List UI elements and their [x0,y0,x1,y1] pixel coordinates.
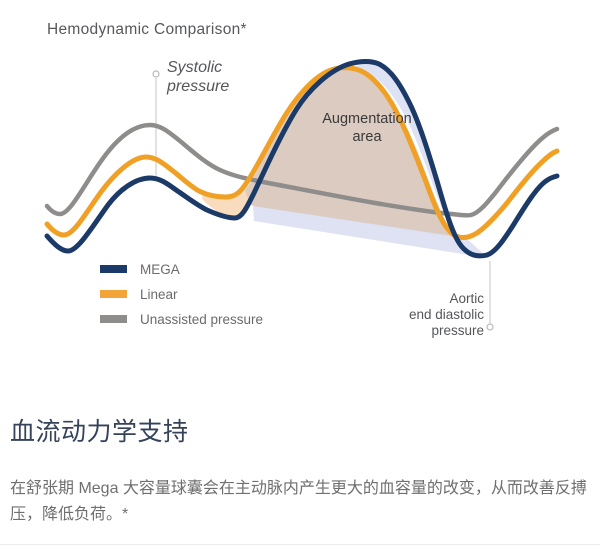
systolic-label-line1: Systolic [167,59,223,76]
hemodynamic-chart: Hemodynamic Comparison* Systolic pressur… [44,21,560,340]
augmentation-area-label: Augmentation area [307,110,427,146]
augmentation-area-fill [233,67,466,240]
linear-swatch [100,290,127,298]
legend: MEGA Linear Unassisted pressure [100,262,263,340]
unassisted-swatch [100,315,127,323]
chart-title: Hemodynamic Comparison* [47,21,247,38]
aortic-label-line1: Aortic [449,291,484,306]
systolic-callout-dot [152,70,160,78]
bottom-divider [0,544,600,545]
linear-curve [44,65,560,240]
aortic-label-line3: pressure [431,323,484,338]
augmentation-label-line1: Augmentation [322,111,412,127]
mega-swatch [100,265,127,273]
aortic-label-line2: end diastolic [408,307,484,322]
legend-row-linear: Linear [100,287,263,302]
linear-legend-label: Linear [140,286,178,302]
band-fill [253,206,488,258]
mega-legend-label: MEGA [140,261,180,277]
systolic-pressure-label: Systolic pressure [167,58,229,96]
legend-row-mega: MEGA [100,262,263,277]
aortic-callout-dot [486,323,494,331]
legend-row-unassisted: Unassisted pressure [100,312,263,327]
unassisted-curve [44,122,560,218]
augmentation-label-line2: area [352,129,382,145]
mega-curve [44,58,560,259]
systolic-label-line2: pressure [167,78,230,95]
unassisted-legend-label: Unassisted pressure [140,311,264,327]
waveform-canvas [44,58,560,331]
section-paragraph: 在舒张期 Mega 大容量球囊会在主动脉内产生更大的血容量的改变，从而改善反搏压… [10,480,587,523]
section-heading: 血流动力学支持 [10,418,189,446]
aortic-end-diastolic-label: Aortic end diastolic pressure [374,291,484,339]
